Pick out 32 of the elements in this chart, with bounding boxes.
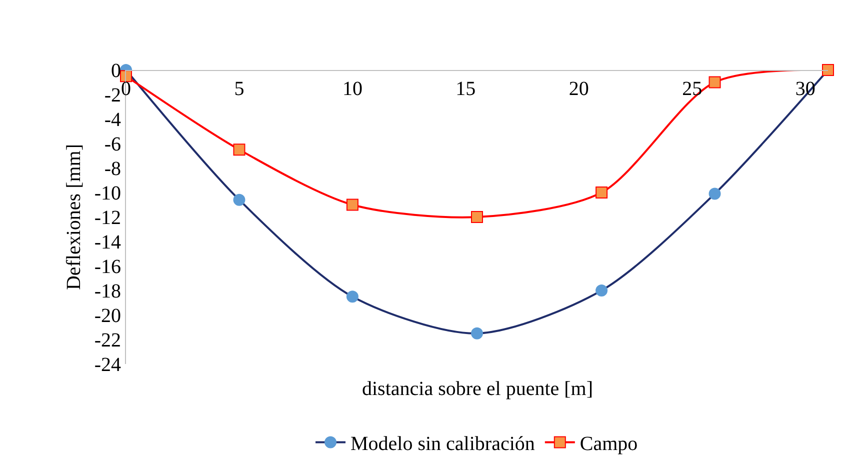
y-tick-label: -24 [94, 354, 121, 376]
x-tick-label: 20 [568, 78, 589, 100]
y-tick-label: -14 [94, 232, 121, 254]
y-tick-label: -4 [104, 109, 121, 131]
y-tick-label: -8 [104, 158, 121, 180]
y-tick-label: -2 [104, 84, 121, 106]
legend-label: Modelo sin calibración [350, 433, 535, 456]
legend-label: Campo [580, 433, 638, 456]
y-tick-label: -20 [94, 305, 121, 327]
x-tick-label: 15 [456, 78, 476, 100]
point [708, 188, 721, 200]
point [471, 327, 483, 340]
x-axis-title: distancia sobre el puente [m] [362, 378, 594, 400]
point [596, 186, 608, 198]
point [233, 194, 246, 206]
point [471, 211, 483, 223]
y-tick-label: -6 [104, 134, 121, 156]
y-axis-title: Deflexiones [mm] [62, 144, 85, 290]
y-tick-label: -12 [94, 207, 121, 229]
point [346, 290, 358, 303]
y-tick-label: -16 [94, 256, 121, 278]
point [346, 198, 358, 211]
x-tick-label: 5 [234, 78, 244, 100]
point [708, 76, 721, 88]
point [596, 284, 608, 296]
y-tick-label: -18 [94, 280, 121, 302]
y-tick-label: 0 [111, 60, 121, 82]
x-tick-label: 25 [682, 78, 702, 100]
point [233, 144, 246, 156]
x-tick-label: 10 [342, 78, 362, 100]
y-tick-label: -22 [94, 330, 121, 352]
y-tick-label: -10 [94, 182, 121, 204]
